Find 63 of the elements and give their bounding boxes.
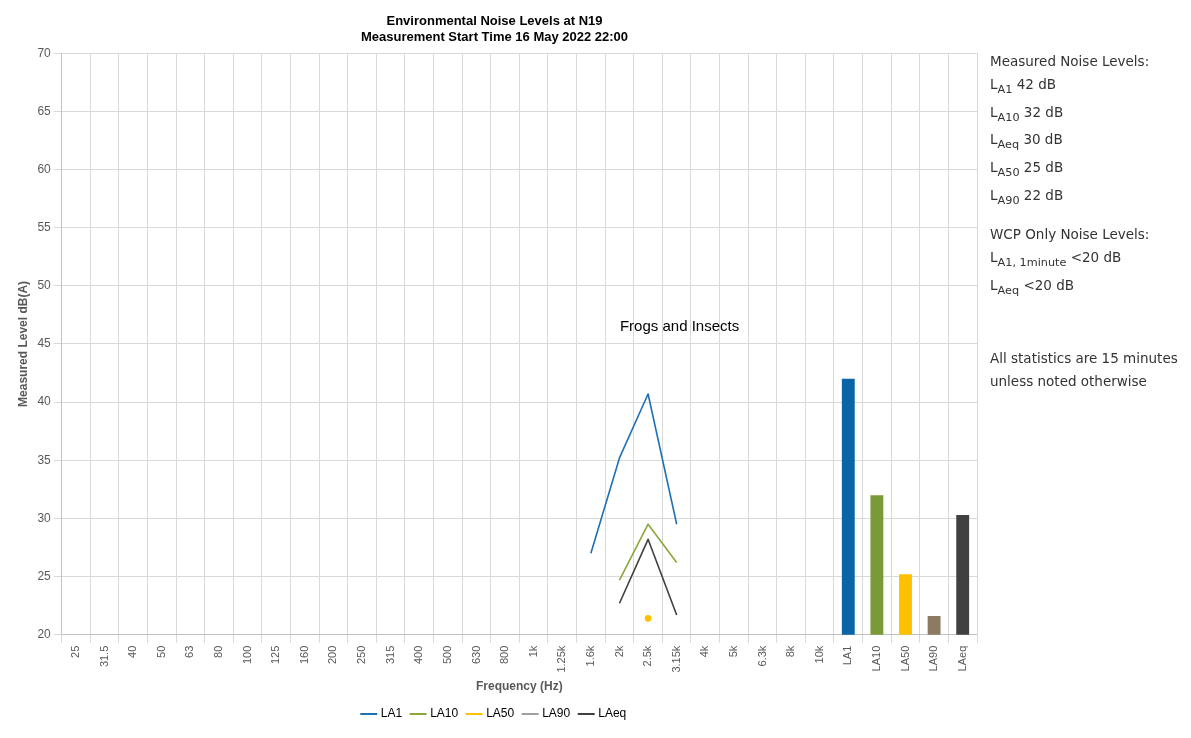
x-tick-label: 25 (69, 645, 82, 658)
y-tick-label: 70 (37, 45, 52, 60)
chart-subtitle: Measurement Start Time 16 May 2022 22:00 (360, 28, 629, 44)
y-tick-label: 40 (37, 394, 52, 409)
x-tick-label: 5k (726, 645, 739, 658)
x-tick-label: 50 (154, 645, 167, 658)
text: All statistics are 15 minutes unless noted otherwise (990, 348, 1179, 391)
x-axis-title: Frequency (Hz) (476, 679, 563, 694)
x-tick-label: 8k (784, 645, 797, 658)
x-tick-label: LA1 (841, 645, 854, 666)
y-tick-label: 60 (37, 161, 52, 176)
text: L$_{A50}$ 25 dB (990, 158, 1065, 181)
x-tick-label: 200 (326, 645, 339, 665)
legend-label: LA50 (486, 706, 515, 721)
x-tick-label: 100 (240, 645, 253, 665)
text: L$_{A1}$ 42 dB (990, 75, 1057, 98)
y-tick-label: 25 (37, 568, 52, 583)
x-tick-label: 315 (383, 645, 396, 665)
legend-label: LA90 (542, 706, 571, 721)
x-tick-label: LA50 (898, 645, 911, 672)
x-tick-label: 10k (812, 645, 825, 664)
y-tick-label: 30 (37, 510, 52, 525)
x-tick-label: 40 (126, 645, 139, 658)
annotation: Frogs and Insects (619, 316, 740, 334)
x-tick-label: 125 (269, 645, 282, 665)
x-tick-label: 800 (498, 645, 511, 665)
text: L$_{A1, 1minute}$ <20 dB (990, 248, 1123, 272)
x-tick-label: 2k (612, 645, 625, 658)
x-tick-label: 1k (526, 645, 539, 658)
chart-title: Environmental Noise Levels at N19 (386, 13, 603, 29)
x-tick-label: 500 (440, 645, 453, 665)
legend-label: LAeq (598, 706, 627, 721)
x-tick-label: 250 (355, 645, 368, 665)
x-tick-label: 6.3k (755, 645, 768, 667)
x-tick-label: LAeq (955, 645, 968, 672)
text: Measured Noise Levels: (990, 52, 1151, 71)
legend-label: LA10 (430, 706, 459, 721)
x-tick-label: 4k (698, 645, 711, 658)
legend-label: LA1 (380, 706, 403, 721)
y-tick-label: 55 (37, 219, 52, 234)
y-axis-title: Measured Level dB(A) (15, 280, 30, 407)
x-tick-label: 3.15k (669, 645, 682, 673)
x-tick-label: 1.6k (583, 645, 596, 667)
y-tick-label: 45 (37, 336, 52, 351)
y-tick-label: 20 (37, 627, 52, 641)
text: L$_{Aeq}$ 30 dB (990, 130, 1064, 154)
x-tick-label: 630 (469, 645, 482, 665)
y-tick-label: 35 (37, 452, 52, 467)
x-tick-label: 1.25k (555, 645, 568, 673)
x-tick-label: 63 (183, 645, 196, 658)
x-tick-label: 31.5 (97, 645, 110, 668)
text: L$_{A10}$ 32 dB (990, 102, 1065, 126)
text: L$_{Aeq}$ <20 dB (990, 276, 1075, 299)
y-tick-label: 50 (37, 278, 52, 293)
text: WCP Only Noise Levels: (990, 225, 1151, 245)
y-tick-label: 65 (37, 103, 52, 118)
x-tick-label: 80 (212, 645, 225, 658)
x-tick-label: 2.5k (641, 645, 654, 667)
x-tick-label: LA90 (927, 645, 940, 672)
x-tick-label: LA10 (869, 645, 882, 672)
x-tick-label: 400 (412, 645, 425, 665)
x-tick-label: 160 (297, 645, 310, 665)
text: L$_{A90}$ 22 dB (990, 185, 1065, 209)
